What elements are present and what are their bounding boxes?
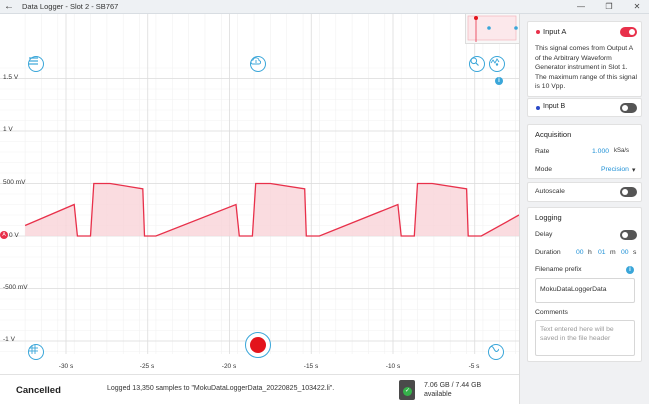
duration-minutes[interactable]: 01 [598, 249, 606, 256]
mode-caret-icon[interactable]: ▾ [632, 167, 636, 174]
cloud-upload-button[interactable] [250, 56, 266, 72]
record-icon [250, 337, 266, 353]
rate-value[interactable]: 1.000 [592, 148, 610, 155]
logging-card: Logging Delay Duration 00 h 01 m 00 s Fi… [527, 207, 642, 362]
logged-message: Logged 13,350 samples to "MokuDataLogger… [107, 385, 335, 392]
x-tick-label: -20 s [221, 363, 237, 370]
input-b-toggle[interactable] [620, 103, 637, 113]
restore-icon[interactable]: ❐ [605, 2, 613, 11]
comments-label: Comments [535, 309, 568, 316]
window-title: Data Logger - Slot 2 - SB767 [22, 2, 119, 11]
trace-settings-icon [490, 58, 500, 66]
rate-unit: kSa/s [614, 148, 630, 154]
comments-input[interactable]: Text entered here will be saved in the f… [535, 320, 635, 356]
mode-label: Mode [535, 166, 553, 173]
duration-seconds[interactable]: 00 [621, 249, 629, 256]
minimize-icon[interactable]: — [577, 2, 585, 11]
close-icon[interactable]: ✕ [633, 2, 641, 11]
comments-placeholder: Text entered here will be saved in the f… [540, 326, 614, 342]
title-bar: ← Data Logger - Slot 2 - SB767 [0, 0, 649, 14]
menu-button[interactable] [28, 56, 44, 72]
input-a-trace [24, 182, 519, 237]
filename-prefix-value: MokuDataLoggerData [540, 286, 607, 293]
y-tick-label: -500 mV [3, 284, 28, 291]
cursor-grid-button[interactable] [28, 344, 44, 360]
input-b-color-dot [536, 106, 540, 110]
filename-prefix-input[interactable]: MokuDataLoggerData [535, 278, 635, 303]
duration-hours-unit: h [588, 249, 592, 256]
storage-used: 7.06 GB / 7.44 GB [424, 382, 482, 389]
record-button[interactable] [245, 332, 271, 358]
zoom-icon [470, 57, 479, 66]
y-tick-label: 500 mV [3, 179, 26, 186]
autoscale-toggle[interactable] [620, 187, 637, 197]
x-tick-label: -5 s [468, 363, 480, 370]
cursor-grid-icon [29, 345, 38, 354]
autoscale-card[interactable]: Autoscale [527, 182, 642, 202]
duration-minutes-unit: m [610, 249, 616, 256]
delay-label: Delay [535, 231, 553, 238]
menu-icon [29, 57, 38, 65]
input-a-toggle[interactable] [620, 27, 637, 37]
logging-state: Cancelled [16, 385, 61, 396]
trace-fill-area [25, 183, 519, 236]
filename-prefix-label: Filename prefix [535, 266, 582, 273]
trace-settings-button[interactable] [489, 56, 505, 72]
waveform-icon [489, 346, 499, 352]
input-a-color-dot [536, 30, 540, 34]
status-bar: Cancelled Logged 13,350 samples to "Moku… [0, 374, 519, 404]
logging-title: Logging [535, 213, 562, 222]
info-icon[interactable]: i [495, 77, 503, 85]
acquisition-card: Acquisition Rate 1.000 kSa/s Mode Precis… [527, 124, 642, 179]
duration-label: Duration [535, 249, 561, 256]
y-tick-label: 1.5 V [3, 74, 19, 81]
y-tick-label-zero: 0 V [9, 232, 19, 239]
input-a-label: Input A [543, 27, 567, 36]
input-a-description: This signal comes from Output A of the A… [535, 45, 637, 90]
delay-toggle[interactable] [620, 230, 637, 240]
y-tick-label: 1 V [3, 126, 13, 133]
mode-select[interactable]: Precision [601, 166, 629, 173]
storage-available: available [424, 391, 452, 398]
storage-info: 7.06 GB / 7.44 GB available [424, 381, 481, 399]
input-b-card[interactable]: Input B [527, 98, 642, 117]
overview-minimap[interactable] [465, 14, 519, 44]
zoom-button[interactable] [469, 56, 485, 72]
input-a-card[interactable]: Input A This signal comes from Output A … [527, 21, 642, 97]
x-tick-label: -10 s [385, 363, 401, 370]
duration-hours[interactable]: 00 [576, 249, 584, 256]
trace-chart [0, 14, 519, 354]
y-tick-label: -1 V [3, 336, 15, 343]
x-tick-label: -30 s [58, 363, 74, 370]
input-a-offset-marker[interactable]: A [0, 231, 8, 239]
input-b-label: Input B [543, 103, 566, 110]
rate-label: Rate [535, 148, 550, 155]
cloud-upload-icon [251, 57, 261, 65]
x-tick-label: -25 s [139, 363, 155, 370]
waveform-button[interactable] [488, 344, 504, 360]
duration-seconds-unit: s [633, 249, 637, 256]
back-arrow-icon[interactable]: ← [4, 0, 14, 12]
plot-area[interactable]: 1.5 V 1 V 500 mV -500 mV -1 V A 0 V -30 … [0, 14, 519, 374]
filename-info-icon[interactable]: i [626, 266, 634, 274]
x-tick-label: -15 s [303, 363, 319, 370]
check-icon: ✓ [403, 387, 412, 396]
autoscale-label: Autoscale [535, 188, 565, 195]
acquisition-title: Acquisition [535, 130, 572, 139]
